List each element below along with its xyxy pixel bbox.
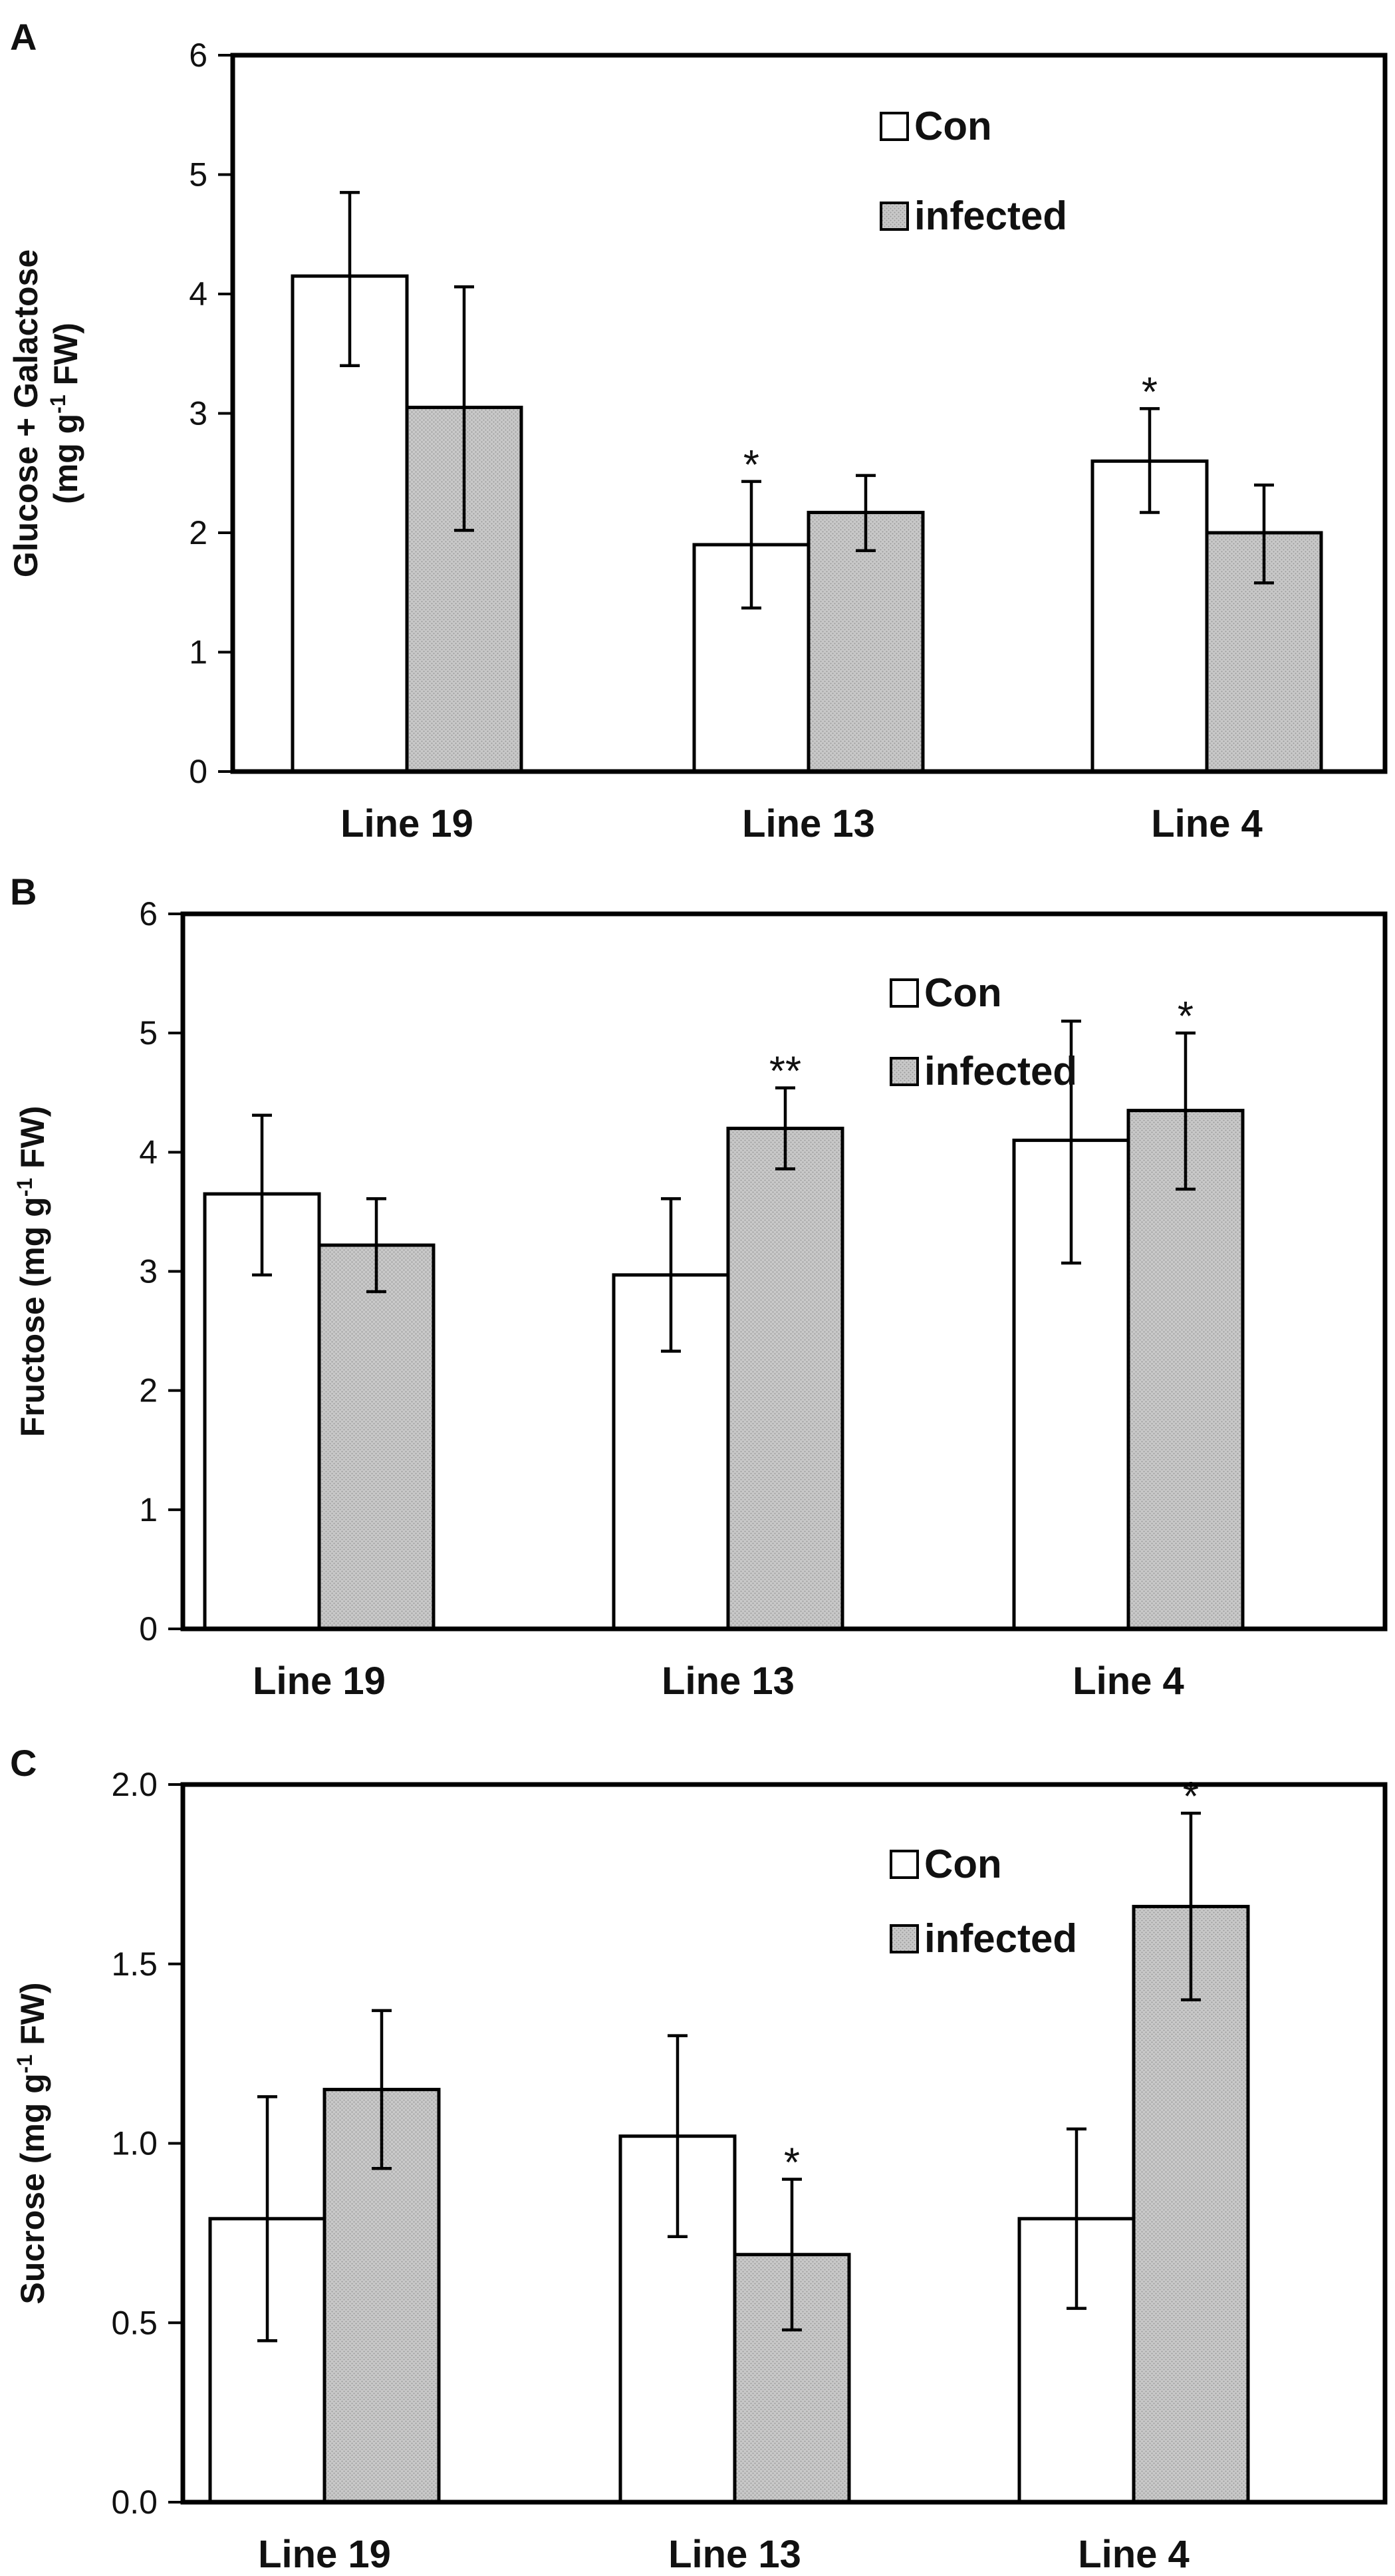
y-tick-label: 0.0 — [111, 2484, 158, 2521]
panel-letter: A — [10, 16, 37, 58]
y-axis-label: Glucose + Galactose — [7, 249, 45, 577]
significance-marker: * — [1142, 369, 1158, 415]
y-axis-label-units: (mg g-1 FW) — [46, 323, 84, 504]
y-tick-label: 0.5 — [111, 2304, 158, 2341]
significance-marker: * — [1178, 994, 1194, 1040]
plot-frame — [180, 1782, 1388, 2505]
y-tick-label: 6 — [189, 37, 207, 74]
y-axis-label: Sucrose (mg g-1 FW) — [13, 1982, 51, 2304]
y-tick-label: 2 — [189, 514, 207, 551]
x-category-label: Line 19 — [340, 802, 473, 845]
legend: Con infected — [890, 1842, 1077, 1961]
legend: Con infected — [890, 970, 1077, 1093]
significance-marker: * — [784, 2140, 800, 2186]
legend-swatch-con — [890, 978, 919, 1008]
y-tick-label: 1.0 — [111, 2125, 158, 2162]
significance-marker: * — [1183, 1774, 1199, 1820]
x-category-label: Line 4 — [1073, 1659, 1184, 1703]
y-tick-label: 0 — [139, 1610, 158, 1647]
plot-frame — [230, 53, 1388, 774]
x-category-label: Line 13 — [668, 2533, 801, 2576]
chart-panel-c: C 0.0 0.5 1.0 1.5 2.0 Sucrose (mg g-1 FW) * * Lin… — [10, 1742, 1388, 2576]
legend-label-infected: infected — [924, 1916, 1077, 1961]
y-tick-label: 2 — [139, 1372, 158, 1409]
y-tick-label: 6 — [139, 895, 158, 932]
legend-label-con: Con — [924, 1842, 1002, 1886]
y-tick-label: 4 — [189, 275, 207, 313]
y-tick-label: 1 — [189, 634, 207, 671]
y-tick-label: 3 — [139, 1253, 158, 1290]
legend-label-con: Con — [924, 970, 1002, 1015]
x-category-label: Line 4 — [1078, 2533, 1190, 2576]
y-tick-label: 1.5 — [111, 1945, 158, 1983]
y-tick-label: 4 — [139, 1133, 158, 1171]
y-tick-label: 5 — [139, 1014, 158, 1052]
bar-infected-line-13 — [807, 510, 925, 774]
y-tick-label: 2.0 — [111, 1766, 158, 1803]
significance-marker: ** — [769, 1049, 801, 1095]
x-category-label: Line 13 — [742, 802, 875, 845]
legend-swatch-con — [890, 1850, 919, 1879]
legend-label-infected: infected — [924, 1049, 1077, 1093]
legend-label-infected: infected — [914, 194, 1067, 238]
bar-infected-line-4 — [1126, 1109, 1245, 1631]
legend-swatch-con — [880, 112, 909, 141]
bar-infected-line-13 — [726, 1127, 844, 1631]
y-tick-label: 1 — [139, 1491, 158, 1528]
y-axis-label: Fructose (mg g-1 FW) — [13, 1106, 51, 1437]
y-tick-label: 5 — [189, 156, 207, 194]
x-category-label: Line 19 — [258, 2533, 391, 2576]
y-tick-label: 3 — [189, 395, 207, 432]
legend-swatch-infected — [890, 1057, 919, 1086]
significance-marker: * — [743, 442, 759, 488]
y-tick-label: 0 — [189, 753, 207, 790]
panel-letter: C — [10, 1742, 37, 1784]
chart-panel-a: A 0 1 2 3 4 5 6 Glucose + Galactose (mg g-1 FW) * *… — [7, 16, 1388, 845]
x-category-label: Line 13 — [662, 1659, 795, 1703]
x-category-label: Line 19 — [253, 1659, 386, 1703]
legend-swatch-infected — [890, 1924, 919, 1953]
legend-label-con: Con — [914, 104, 992, 148]
legend: Con infected — [880, 104, 1067, 238]
legend-swatch-infected — [880, 202, 909, 231]
panel-letter: B — [10, 871, 37, 913]
bar-infected-line-19 — [317, 1243, 436, 1631]
plot-frame — [180, 911, 1388, 1632]
x-category-label: Line 4 — [1151, 802, 1263, 845]
